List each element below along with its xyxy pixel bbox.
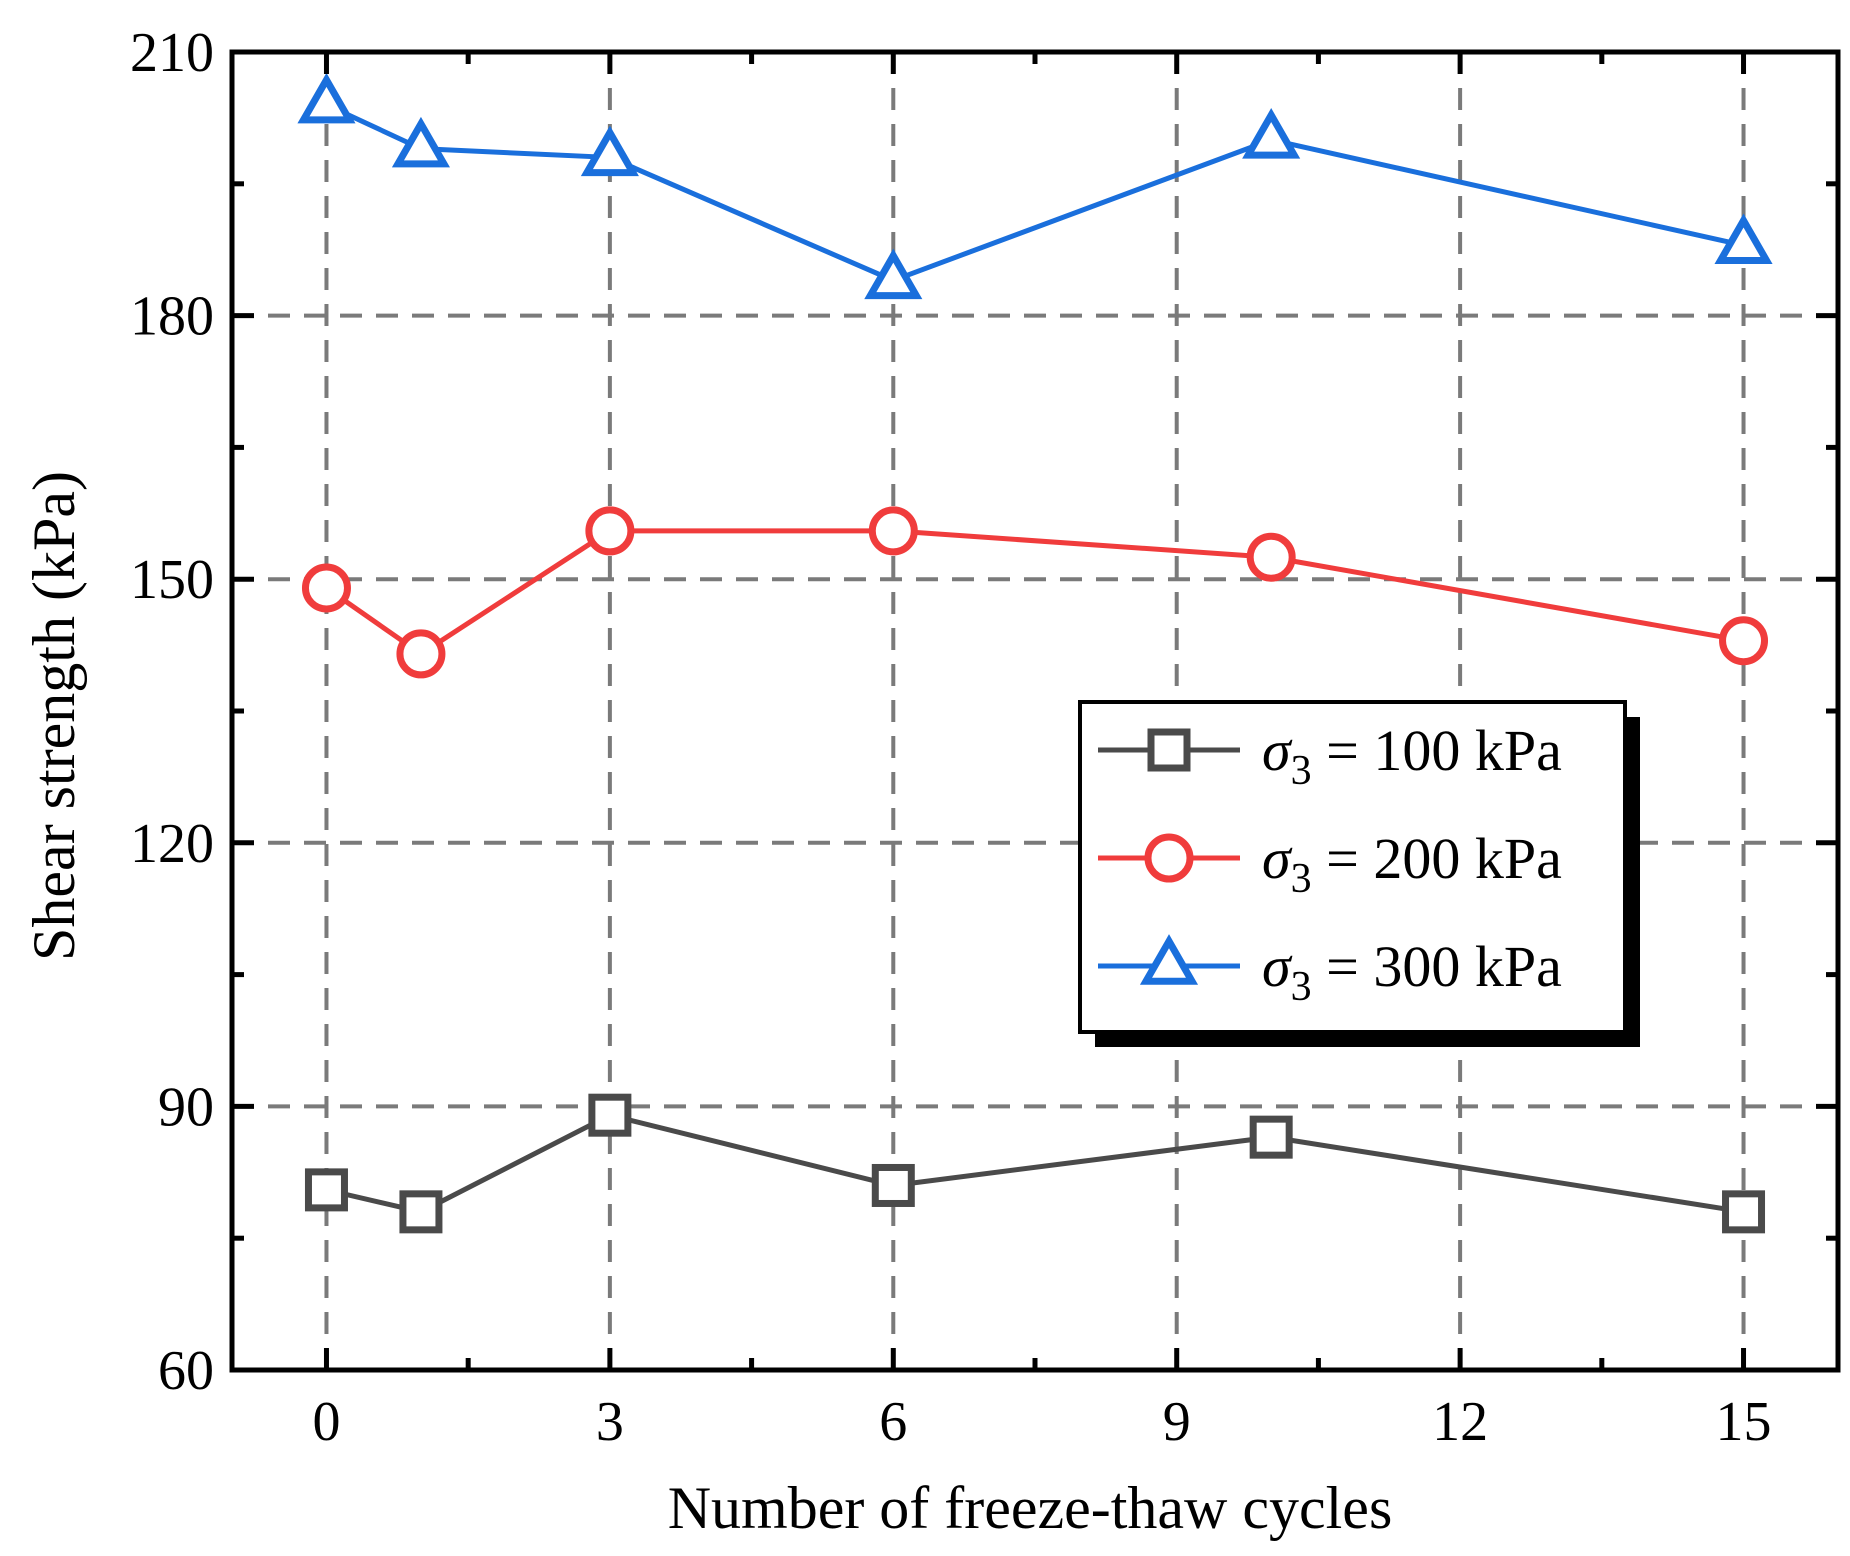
x-tick-label: 9	[1163, 1391, 1191, 1453]
series-0	[304, 1093, 1766, 1234]
y-tick-label: 210	[130, 22, 214, 84]
series-line	[325, 102, 1745, 283]
legend-label: σ3 = 300 kPa	[1262, 934, 1562, 1010]
data-point	[1249, 1115, 1293, 1159]
y-tick-label: 60	[158, 1340, 214, 1402]
data-point	[297, 72, 356, 124]
legend-entry-1: σ3 = 200 kPa	[1098, 826, 1562, 902]
data-point	[868, 506, 918, 556]
y-tick-label: 150	[130, 549, 214, 611]
data-point	[391, 116, 450, 168]
data-point	[871, 1163, 915, 1207]
series-2	[297, 72, 1773, 300]
data-point	[396, 629, 446, 679]
y-tick-label: 180	[130, 286, 214, 348]
legend-marker	[1139, 934, 1199, 985]
legend-label: σ3 = 100 kPa	[1262, 718, 1562, 794]
x-tick-label: 12	[1432, 1391, 1488, 1453]
y-tick-label: 90	[158, 1076, 214, 1138]
x-tick-label: 6	[879, 1391, 907, 1453]
series-1	[301, 506, 1769, 679]
data-point	[585, 506, 635, 556]
data-point	[1246, 532, 1296, 582]
legend-entry-0: σ3 = 100 kPa	[1098, 718, 1562, 794]
x-axis-title: Number of freeze-thaw cycles	[668, 1475, 1393, 1541]
y-tick-label: 120	[130, 813, 214, 875]
tick-labels: 0 3 6 9 12 15 60 90 120 150 180 210	[130, 22, 1772, 1453]
y-axis-title: Shear strength (kPa)	[21, 471, 87, 961]
x-tick-label: 3	[596, 1391, 624, 1453]
data-point	[1714, 213, 1773, 265]
data-point	[304, 1168, 348, 1212]
legend: σ3 = 100 kPa σ3 = 200 kPa σ3 = 300 kPa	[1078, 700, 1640, 1047]
data-point	[1719, 616, 1769, 666]
legend-marker	[1144, 833, 1194, 883]
data-point	[1242, 108, 1301, 159]
data-point	[1722, 1190, 1766, 1234]
data-series	[297, 72, 1773, 1234]
x-tick-label: 15	[1716, 1391, 1772, 1453]
series-line	[325, 1112, 1744, 1215]
series-line	[325, 528, 1744, 657]
legend-label: σ3 = 200 kPa	[1262, 826, 1562, 902]
legend-entry-2: σ3 = 300 kPa	[1098, 934, 1562, 1010]
x-tick-label: 0	[312, 1391, 340, 1453]
data-point	[580, 125, 639, 177]
axes	[229, 49, 1841, 1373]
legend-marker	[1147, 728, 1191, 772]
data-point	[301, 563, 351, 613]
data-point	[864, 248, 923, 300]
data-point	[588, 1093, 632, 1137]
data-point	[399, 1190, 443, 1234]
